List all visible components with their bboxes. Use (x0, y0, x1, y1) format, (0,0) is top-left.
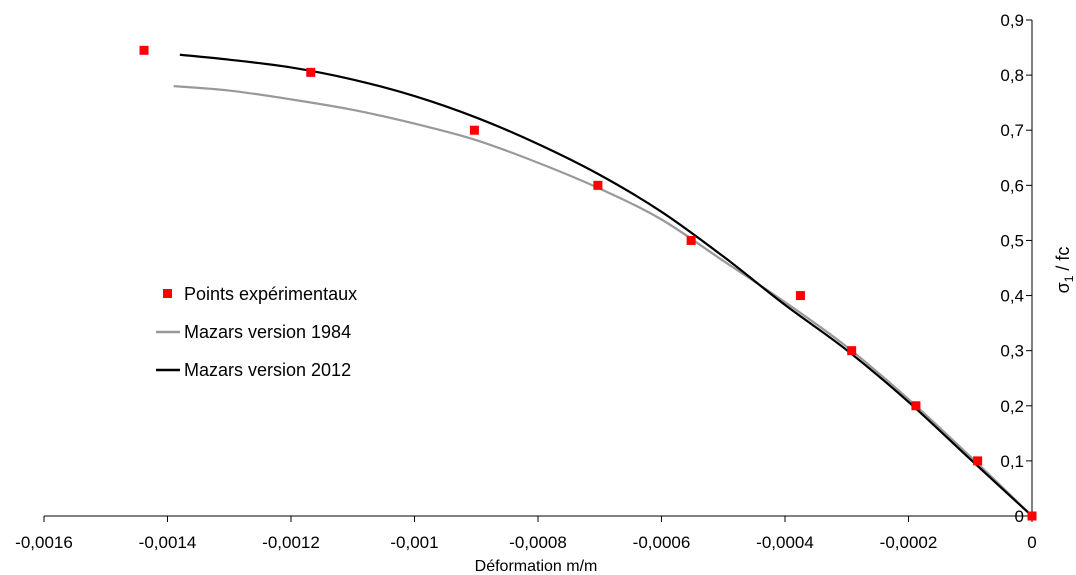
data-point (686, 235, 696, 245)
y-tick-label: 0 (1015, 507, 1024, 526)
x-tick-label: -0,0008 (509, 533, 567, 552)
y-tick-label: 0,7 (1000, 121, 1024, 140)
legend: Points expérimentaux Mazars version 1984 M… (156, 284, 357, 380)
x-tick-label: 0 (1027, 533, 1036, 552)
y-axis-title-rest: / fc (1053, 247, 1073, 276)
data-point (593, 180, 603, 190)
data-point (306, 67, 316, 77)
x-tick-label: -0,0016 (15, 533, 73, 552)
data-point (847, 346, 857, 356)
y-tick-label: 0,8 (1000, 66, 1024, 85)
x-tick-label: -0,0006 (633, 533, 691, 552)
y-tick-label: 0,9 (1000, 11, 1024, 30)
x-tick-label: -0,0004 (756, 533, 814, 552)
series-line-1 (173, 85, 1033, 517)
y-tick-label: 0,6 (1000, 176, 1024, 195)
x-tick-label: -0,0014 (139, 533, 197, 552)
x-axis-title: Déformation m/m (475, 558, 598, 575)
x-tick-label: -0,0002 (880, 533, 938, 552)
data-point (911, 401, 921, 411)
y-tick-label: 0,1 (1000, 452, 1024, 471)
x-tick-label: -0,001 (390, 533, 438, 552)
y-tick-label: 0,3 (1000, 342, 1024, 361)
data-point (139, 45, 149, 55)
y-axis-title: σ1 / fc (1053, 247, 1076, 294)
legend-label: Mazars version 1984 (184, 322, 351, 342)
y-tick-label: 0,5 (1000, 231, 1024, 250)
legend-marker-swatch (163, 289, 172, 298)
axes: -0,0016 -0,0014 -0,0012 -0,001 -0,0008 -0,000… (15, 11, 1037, 552)
y-tick-label: 0,4 (1000, 287, 1024, 306)
legend-label: Points expérimentaux (184, 284, 357, 304)
y-axis-title-sub: 1 (1062, 275, 1076, 282)
y-axis-title-base: σ (1053, 282, 1073, 293)
y-tick-label: 0,2 (1000, 397, 1024, 416)
series-line-2 (179, 53, 1033, 517)
data-point (469, 125, 479, 135)
legend-label: Mazars version 2012 (184, 360, 351, 380)
x-tick-label: -0,0012 (262, 533, 320, 552)
data-point (973, 456, 983, 466)
series-layer (139, 45, 1037, 521)
data-point (795, 291, 805, 301)
data-point (1027, 511, 1037, 521)
